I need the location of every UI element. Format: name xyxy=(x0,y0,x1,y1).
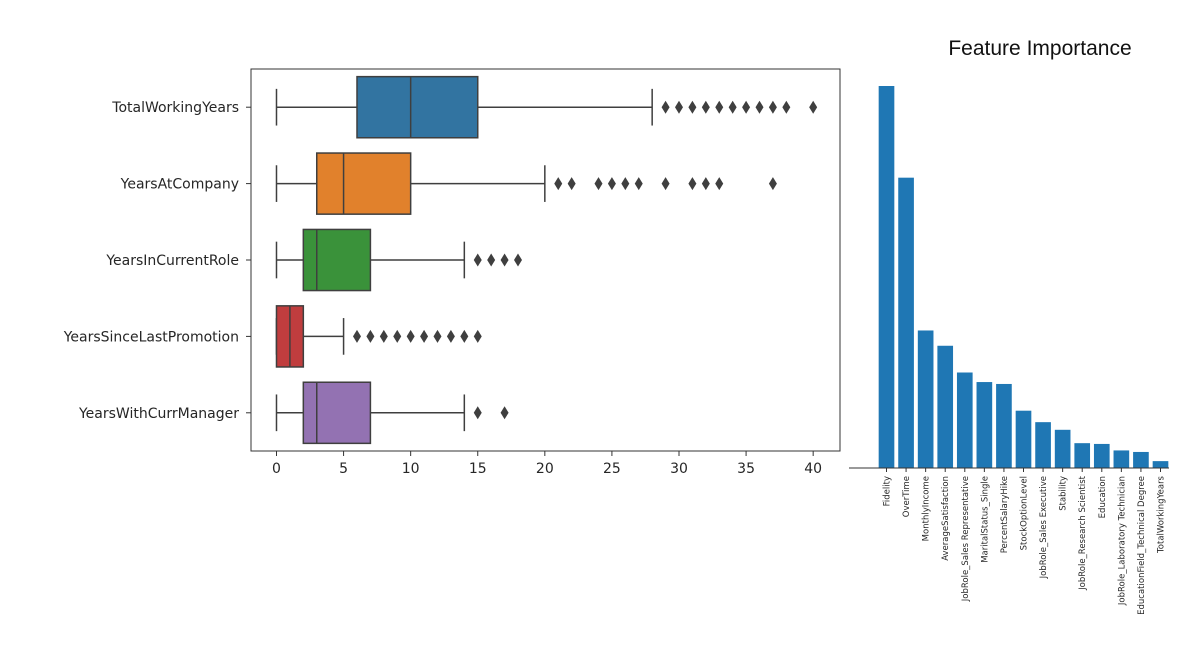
outlier-point xyxy=(366,329,375,343)
category-label: JobRole_Sales Executive xyxy=(1039,476,1049,579)
outlier-point xyxy=(500,253,509,267)
outlier-point xyxy=(768,177,777,191)
category-label: AverageSatisfaction xyxy=(941,476,951,561)
y-tick-label: YearsSinceLastPromotion xyxy=(63,329,239,345)
importance-bar xyxy=(1074,443,1091,468)
outlier-point xyxy=(755,100,764,114)
category-label: JobRole_Research Scientist xyxy=(1078,475,1088,591)
importance-bar xyxy=(1113,450,1130,468)
outlier-point xyxy=(688,177,697,191)
outlier-point xyxy=(621,177,630,191)
outlier-point xyxy=(768,100,777,114)
importance-bar xyxy=(1093,443,1110,468)
outlier-point xyxy=(701,100,710,114)
importance-bar xyxy=(956,372,973,468)
category-label: Fidelity xyxy=(883,476,893,506)
y-tick-label: YearsWithCurrManager xyxy=(78,406,239,422)
boxplot-marks xyxy=(275,75,818,445)
category-label: Education xyxy=(1098,476,1108,518)
outlier-point xyxy=(607,177,616,191)
outlier-point xyxy=(554,177,563,191)
category-label: MonthlyIncome xyxy=(922,476,932,541)
boxplot-y-ticks: TotalWorkingYears YearsAtCompany YearsInCu… xyxy=(63,100,251,422)
iqr-box xyxy=(315,152,412,215)
x-tick-label: 40 xyxy=(804,461,822,477)
x-tick-label: 15 xyxy=(469,461,487,477)
y-tick-label: YearsAtCompany xyxy=(120,177,239,193)
outlier-point xyxy=(473,253,482,267)
outlier-point xyxy=(567,177,576,191)
outlier-point xyxy=(594,177,603,191)
x-tick-label: 35 xyxy=(737,461,755,477)
boxplot-chart: TotalWorkingYears YearsAtCompany YearsInCu… xyxy=(63,68,841,477)
outlier-point xyxy=(809,100,818,114)
box-YearsWithCurrManager xyxy=(275,381,509,445)
importance-bar xyxy=(1015,410,1032,468)
outlier-point xyxy=(446,329,455,343)
box-YearsInCurrentRole xyxy=(275,228,522,292)
y-tick-label: YearsInCurrentRole xyxy=(105,253,239,269)
outlier-point xyxy=(674,100,683,114)
outlier-point xyxy=(513,253,522,267)
x-tick-label: 5 xyxy=(339,461,348,477)
outlier-point xyxy=(715,177,724,191)
category-label: EducationField_Technical Degree xyxy=(1137,476,1147,615)
box-YearsAtCompany xyxy=(275,152,777,215)
x-tick-label: 25 xyxy=(603,461,621,477)
importance-bar xyxy=(917,330,934,468)
outlier-point xyxy=(661,100,670,114)
importance-bar xyxy=(996,383,1012,468)
outlier-point xyxy=(715,100,724,114)
importance-bar xyxy=(1054,429,1071,468)
iqr-box xyxy=(356,75,479,139)
outlier-point xyxy=(379,329,388,343)
category-label: OverTime xyxy=(902,476,912,517)
importance-bar xyxy=(976,382,993,468)
category-label: JobRole_Laboratory Technician xyxy=(1117,476,1127,606)
category-label: Stability xyxy=(1059,476,1069,511)
feature-importance-bars xyxy=(878,86,1169,468)
importance-bar xyxy=(937,345,954,468)
category-label: MaritalStatus_Single xyxy=(980,476,990,563)
outlier-point xyxy=(406,329,415,343)
importance-bar xyxy=(878,86,895,468)
outlier-point xyxy=(742,100,751,114)
outlier-point xyxy=(473,406,482,420)
outlier-point xyxy=(460,329,469,343)
x-tick-label: 0 xyxy=(272,461,281,477)
outlier-point xyxy=(634,177,643,191)
outlier-point xyxy=(473,329,482,343)
y-tick-label: TotalWorkingYears xyxy=(111,100,239,116)
box-YearsSinceLastPromotion xyxy=(275,305,482,368)
outlier-point xyxy=(661,177,670,191)
iqr-box xyxy=(302,228,372,292)
category-label: TotalWorkingYears xyxy=(1157,475,1167,554)
boxplot-x-ticks: 0 5 10 15 20 25 30 35 40 xyxy=(272,451,822,477)
importance-bar xyxy=(898,177,914,468)
outlier-point xyxy=(433,329,442,343)
outlier-point xyxy=(728,100,737,114)
box-TotalWorkingYears xyxy=(275,75,818,139)
importance-bar xyxy=(1035,422,1051,468)
x-tick-label: 20 xyxy=(536,461,554,477)
outlier-point xyxy=(487,253,496,267)
category-label: PercentSalaryHike xyxy=(1000,476,1010,553)
importance-bar xyxy=(1133,451,1149,468)
x-tick-label: 30 xyxy=(670,461,688,477)
importance-bar xyxy=(1152,461,1169,468)
iqr-box xyxy=(302,381,372,445)
category-label: JobRole_Sales Representative xyxy=(961,476,971,602)
feature-importance-title: Feature Importance xyxy=(948,37,1131,60)
x-tick-label: 10 xyxy=(402,461,420,477)
outlier-point xyxy=(688,100,697,114)
feature-importance-x-ticks: Fidelity OverTime MonthlyIncome AverageSati… xyxy=(883,468,1167,615)
outlier-point xyxy=(500,406,509,420)
outlier-point xyxy=(782,100,791,114)
outlier-point xyxy=(420,329,429,343)
outlier-point xyxy=(701,177,710,191)
outlier-point xyxy=(352,329,361,343)
outlier-point xyxy=(393,329,402,343)
category-label: StockOptionLevel xyxy=(1020,476,1030,550)
